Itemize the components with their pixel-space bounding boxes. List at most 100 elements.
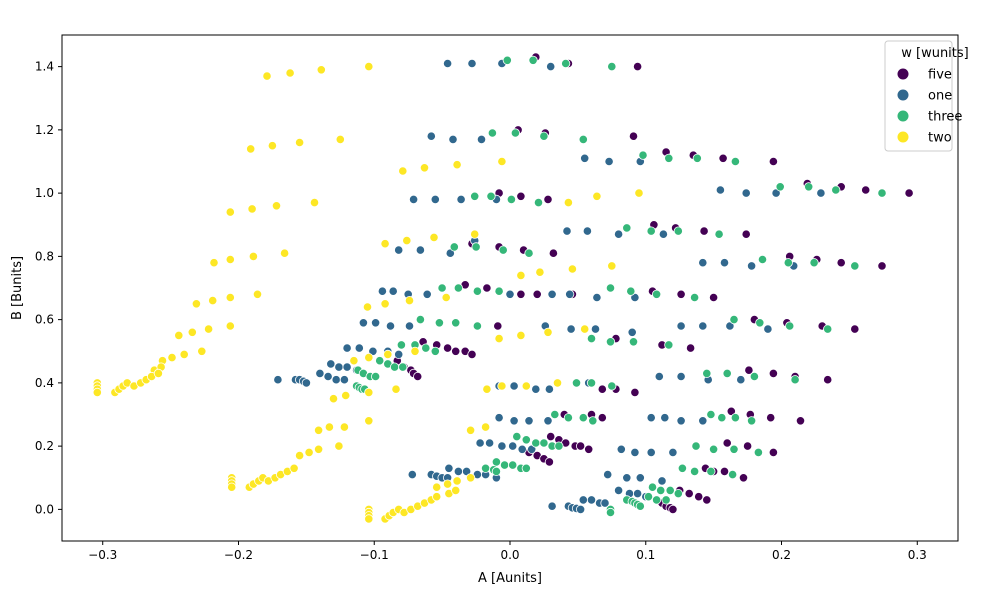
data-point-one (426, 131, 436, 141)
data-point-two (362, 302, 373, 312)
data-point-two (465, 473, 476, 483)
data-point-one (476, 134, 487, 144)
data-point-three (714, 229, 724, 239)
data-point-two (349, 356, 359, 366)
data-point-five (442, 343, 453, 353)
data-point-one (622, 473, 632, 483)
data-point-three (722, 368, 732, 378)
legend-marker-five (897, 68, 909, 80)
data-point-one (632, 488, 643, 499)
data-point-three (510, 128, 521, 138)
data-point-one (385, 321, 396, 331)
data-point-one (394, 349, 404, 359)
data-point-two (267, 141, 277, 151)
data-point-two (516, 330, 526, 340)
data-point-one (657, 476, 667, 486)
data-point-one (676, 371, 686, 382)
x-tick-label: −0.1 (360, 548, 389, 562)
data-point-three (512, 431, 522, 442)
data-point-three (521, 463, 531, 473)
data-point-five (738, 473, 749, 483)
data-point-two (174, 330, 184, 340)
data-point-one (323, 371, 333, 382)
data-point-three (647, 482, 658, 492)
data-point-one (315, 368, 325, 378)
data-point-three (643, 492, 654, 502)
data-point-one (484, 438, 495, 448)
data-point-one (746, 261, 757, 271)
legend-label-five: five (928, 68, 952, 83)
data-point-five (630, 387, 640, 397)
points-layer (92, 52, 914, 524)
data-point-three (451, 318, 461, 328)
data-point-one (342, 343, 352, 353)
data-point-three (421, 343, 431, 353)
data-point-one (565, 289, 575, 299)
data-point-three (661, 495, 671, 505)
data-point-three (605, 337, 616, 347)
data-point-two (563, 198, 574, 208)
data-point-three (877, 188, 887, 198)
data-point-two (580, 324, 590, 334)
data-point-three (622, 223, 632, 233)
data-point-two (364, 61, 374, 72)
data-point-three (809, 258, 819, 268)
data-point-two (167, 352, 177, 363)
data-point-one (592, 292, 602, 303)
legend-entries: five one three two (897, 68, 962, 146)
data-point-two (419, 163, 430, 173)
x-tick-label: 0.0 (500, 548, 519, 562)
data-point-one (358, 318, 368, 328)
data-point-one (660, 413, 670, 423)
data-point-three (635, 501, 645, 511)
data-point-three (790, 375, 800, 385)
data-point-one (547, 289, 557, 299)
data-point-three (586, 333, 597, 344)
data-point-three (434, 318, 444, 328)
data-point-five (467, 349, 477, 359)
data-point-one (654, 371, 664, 382)
data-point-two (592, 191, 602, 201)
data-point-two (225, 207, 235, 217)
data-point-one (408, 194, 419, 204)
data-point-three (430, 346, 440, 356)
data-point-two (313, 425, 324, 435)
data-point-three (605, 507, 616, 518)
data-point-three (749, 371, 760, 382)
data-point-one (627, 327, 637, 337)
data-point-two (246, 144, 256, 154)
data-point-five (546, 431, 556, 442)
data-point-two (380, 299, 390, 309)
data-point-five (628, 131, 639, 141)
data-point-three (578, 134, 588, 144)
data-point-three (785, 321, 795, 331)
data-point-one (531, 384, 541, 394)
data-point-two (470, 229, 480, 239)
x-axis-label: A [Aunits] (478, 571, 542, 586)
y-tick-label: 1.4 (35, 60, 54, 74)
data-point-three (586, 378, 597, 388)
data-point-five (741, 229, 751, 239)
data-point-one (342, 362, 352, 372)
data-point-five (451, 346, 461, 356)
data-point-one (453, 466, 463, 476)
data-point-one (646, 413, 656, 423)
x-tick-label: 0.1 (636, 548, 655, 562)
data-point-five (543, 194, 553, 204)
data-point-one (613, 485, 624, 495)
data-point-two (179, 349, 189, 359)
data-point-two (521, 381, 531, 391)
data-point-one (430, 194, 440, 204)
data-point-one (404, 321, 415, 331)
data-point-five (532, 289, 542, 299)
data-point-two (452, 160, 462, 170)
data-point-one (646, 447, 656, 457)
data-point-three (673, 488, 683, 499)
data-point-three (664, 340, 674, 350)
data-point-two (607, 261, 617, 271)
series-one (273, 58, 826, 514)
data-point-one (442, 58, 453, 69)
data-point-two (494, 333, 504, 344)
data-point-two (497, 381, 507, 391)
data-point-two (209, 258, 219, 268)
